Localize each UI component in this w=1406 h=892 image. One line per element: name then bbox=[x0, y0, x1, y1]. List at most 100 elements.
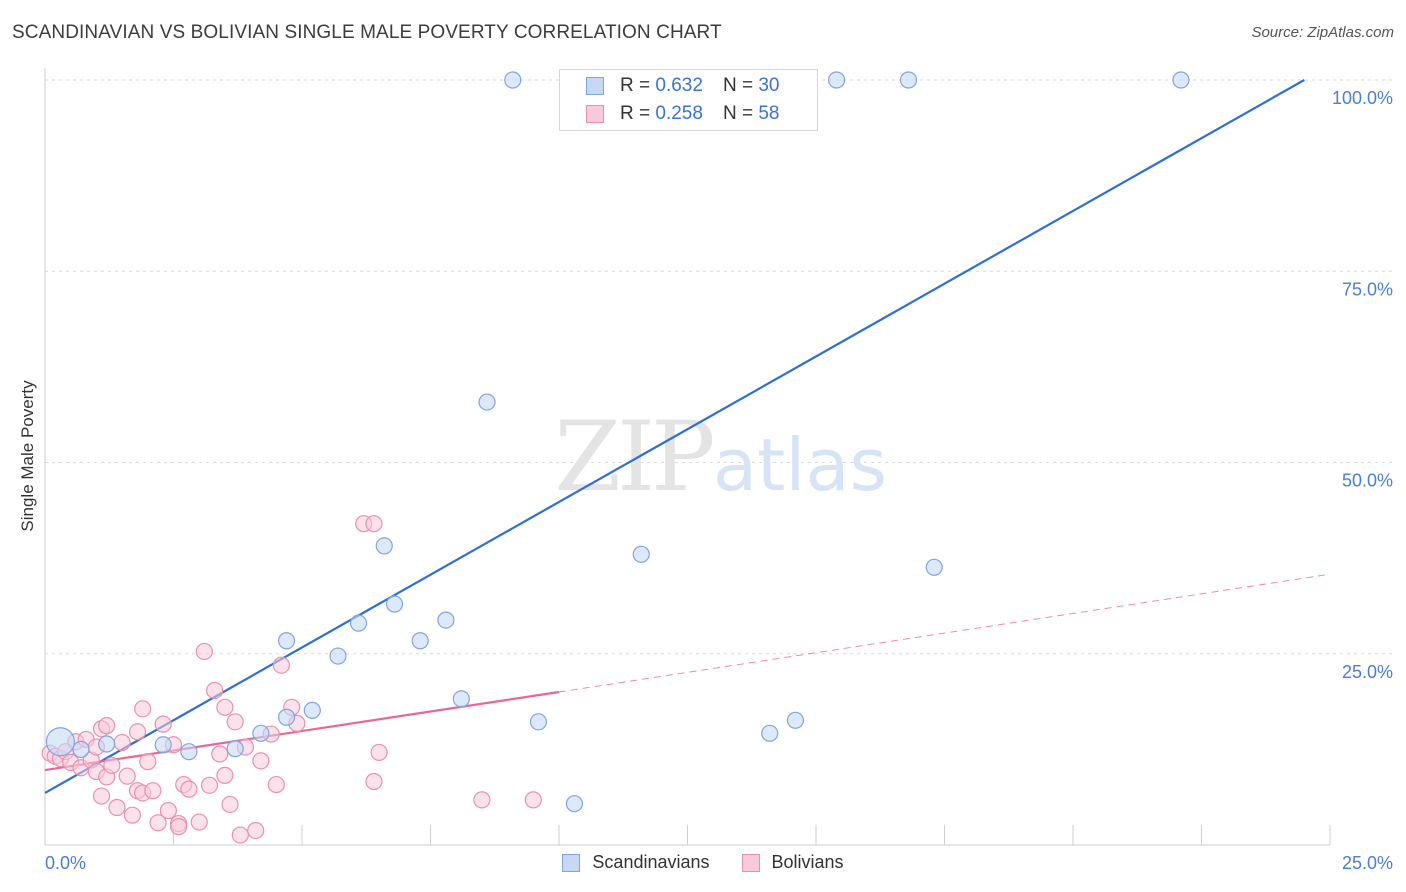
bolivian-point bbox=[226, 713, 244, 731]
bolivian-trend-line bbox=[44, 690, 560, 772]
legend-r-value: 0.258 bbox=[655, 103, 703, 124]
legend-label: Bolivians bbox=[771, 852, 844, 872]
bolivian-point bbox=[211, 745, 229, 763]
bolivian-trend-extension bbox=[558, 573, 1331, 693]
scandinavian-point bbox=[45, 727, 76, 757]
legend-item-scandinavians[interactable]: Scandinavians bbox=[562, 852, 710, 873]
bolivian-point bbox=[108, 798, 126, 817]
scandinavian-swatch bbox=[586, 77, 604, 95]
bolivian-point bbox=[113, 733, 131, 752]
scandinavian-point bbox=[252, 724, 270, 742]
scandinavian-point bbox=[375, 537, 393, 555]
bolivian-point bbox=[139, 753, 157, 771]
bolivian-point bbox=[221, 795, 239, 814]
bolivian-point bbox=[370, 743, 388, 762]
scandinavian-point bbox=[437, 611, 455, 629]
scandinavian-point bbox=[154, 736, 172, 754]
bolivian-point bbox=[195, 642, 213, 661]
series-legend: Scandinavians Bolivians bbox=[0, 852, 1406, 873]
scandinavian-point bbox=[504, 71, 522, 89]
scandinavian-point bbox=[72, 740, 90, 758]
legend-item-bolivians[interactable]: Bolivians bbox=[741, 852, 844, 873]
scandinavian-point bbox=[98, 735, 116, 753]
bolivian-point bbox=[123, 806, 141, 824]
bolivian-point bbox=[473, 791, 491, 809]
bolivian-point bbox=[272, 656, 291, 674]
data-points bbox=[41, 71, 1190, 844]
legend-r-value: 0.632 bbox=[655, 75, 703, 96]
scandinavian-point bbox=[786, 711, 805, 729]
axes bbox=[44, 68, 1331, 846]
scandinavian-point bbox=[385, 595, 404, 613]
bolivian-point bbox=[216, 766, 234, 784]
bolivian-point bbox=[144, 782, 162, 800]
scandinavian-point bbox=[303, 701, 321, 719]
scandinavian-point bbox=[827, 71, 846, 89]
scandinavian-point bbox=[478, 393, 496, 411]
bolivian-point bbox=[365, 772, 383, 791]
bolivian-point bbox=[103, 756, 121, 775]
gridlines bbox=[45, 79, 1395, 655]
bolivian-point bbox=[200, 776, 219, 794]
scandinavian-point bbox=[761, 724, 779, 742]
scandinavian-point bbox=[632, 545, 650, 563]
x-tick-label: 25.0% bbox=[1342, 853, 1393, 873]
chart-title: SCANDINAVIAN VS BOLIVIAN SINGLE MALE POV… bbox=[12, 22, 722, 43]
scandinavian-point bbox=[565, 795, 584, 813]
bolivian-point bbox=[170, 818, 188, 836]
source-credit: Source: ZipAtlas.com bbox=[1251, 24, 1394, 41]
bolivian-point bbox=[206, 681, 224, 700]
bolivian-point bbox=[190, 813, 208, 831]
bolivian-point bbox=[98, 717, 116, 735]
scandinavian-point bbox=[180, 743, 198, 761]
tick-labels: 25.0% 50.0% 75.0% 100.0% 0.0% 25.0% bbox=[45, 88, 1393, 873]
bolivian-point bbox=[247, 821, 265, 840]
bolivian-point bbox=[216, 698, 234, 716]
y-tick-label: 75.0% bbox=[1342, 279, 1393, 299]
legend-label: Scandinavians bbox=[592, 852, 710, 872]
bolivian-swatch bbox=[586, 105, 604, 123]
legend-r-label: R = bbox=[620, 75, 651, 96]
scandinavian-point bbox=[529, 713, 548, 731]
y-tick-label: 50.0% bbox=[1342, 471, 1393, 491]
scandinavian-point bbox=[925, 558, 943, 576]
legend-n-label: N = bbox=[722, 75, 754, 96]
y-axis-label: Single Male Poverty bbox=[18, 380, 37, 532]
legend-n-value: 58 bbox=[758, 103, 780, 124]
scandinavian-point bbox=[411, 632, 429, 650]
y-tick-label: 100.0% bbox=[1332, 88, 1393, 108]
bolivian-point bbox=[149, 814, 167, 832]
x-tick-label: 0.0% bbox=[45, 853, 86, 873]
watermark-atlas: atlas bbox=[713, 423, 887, 507]
legend-n-label: N = bbox=[722, 103, 754, 124]
scandinavian-swatch bbox=[562, 853, 581, 872]
bolivian-point bbox=[134, 700, 152, 718]
scandinavian-point bbox=[1172, 71, 1190, 89]
scandinavian-point bbox=[226, 740, 244, 758]
bolivian-point bbox=[252, 752, 270, 770]
bolivian-point bbox=[267, 775, 285, 794]
stats-legend: R = 0.632 N = 30 R = 0.258 N = 58 bbox=[559, 69, 818, 131]
scandinavian-trend-line bbox=[44, 79, 1305, 794]
scandinavian-point bbox=[329, 647, 347, 665]
legend-row-bolivians: R = 0.258 N = 58 bbox=[586, 101, 779, 127]
bolivian-point bbox=[118, 767, 136, 785]
bolivian-point bbox=[154, 715, 172, 733]
scandinavian-point bbox=[899, 71, 918, 89]
bolivian-swatch bbox=[741, 853, 760, 872]
bolivian-point bbox=[231, 826, 249, 844]
bolivian-point bbox=[365, 515, 383, 533]
bolivian-point bbox=[159, 801, 177, 820]
bolivian-point bbox=[180, 780, 198, 798]
legend-r-label: R = bbox=[620, 103, 651, 124]
legend-row-scandinavians: R = 0.632 N = 30 bbox=[586, 73, 779, 99]
bolivian-point bbox=[92, 787, 111, 805]
trend-lines bbox=[44, 79, 1331, 794]
y-tick-label: 25.0% bbox=[1342, 662, 1393, 682]
scandinavian-point bbox=[349, 614, 368, 632]
scandinavian-point bbox=[277, 708, 296, 726]
legend-n-value: 30 bbox=[758, 75, 780, 96]
scandinavian-point bbox=[452, 690, 470, 708]
bolivian-point bbox=[524, 791, 542, 809]
